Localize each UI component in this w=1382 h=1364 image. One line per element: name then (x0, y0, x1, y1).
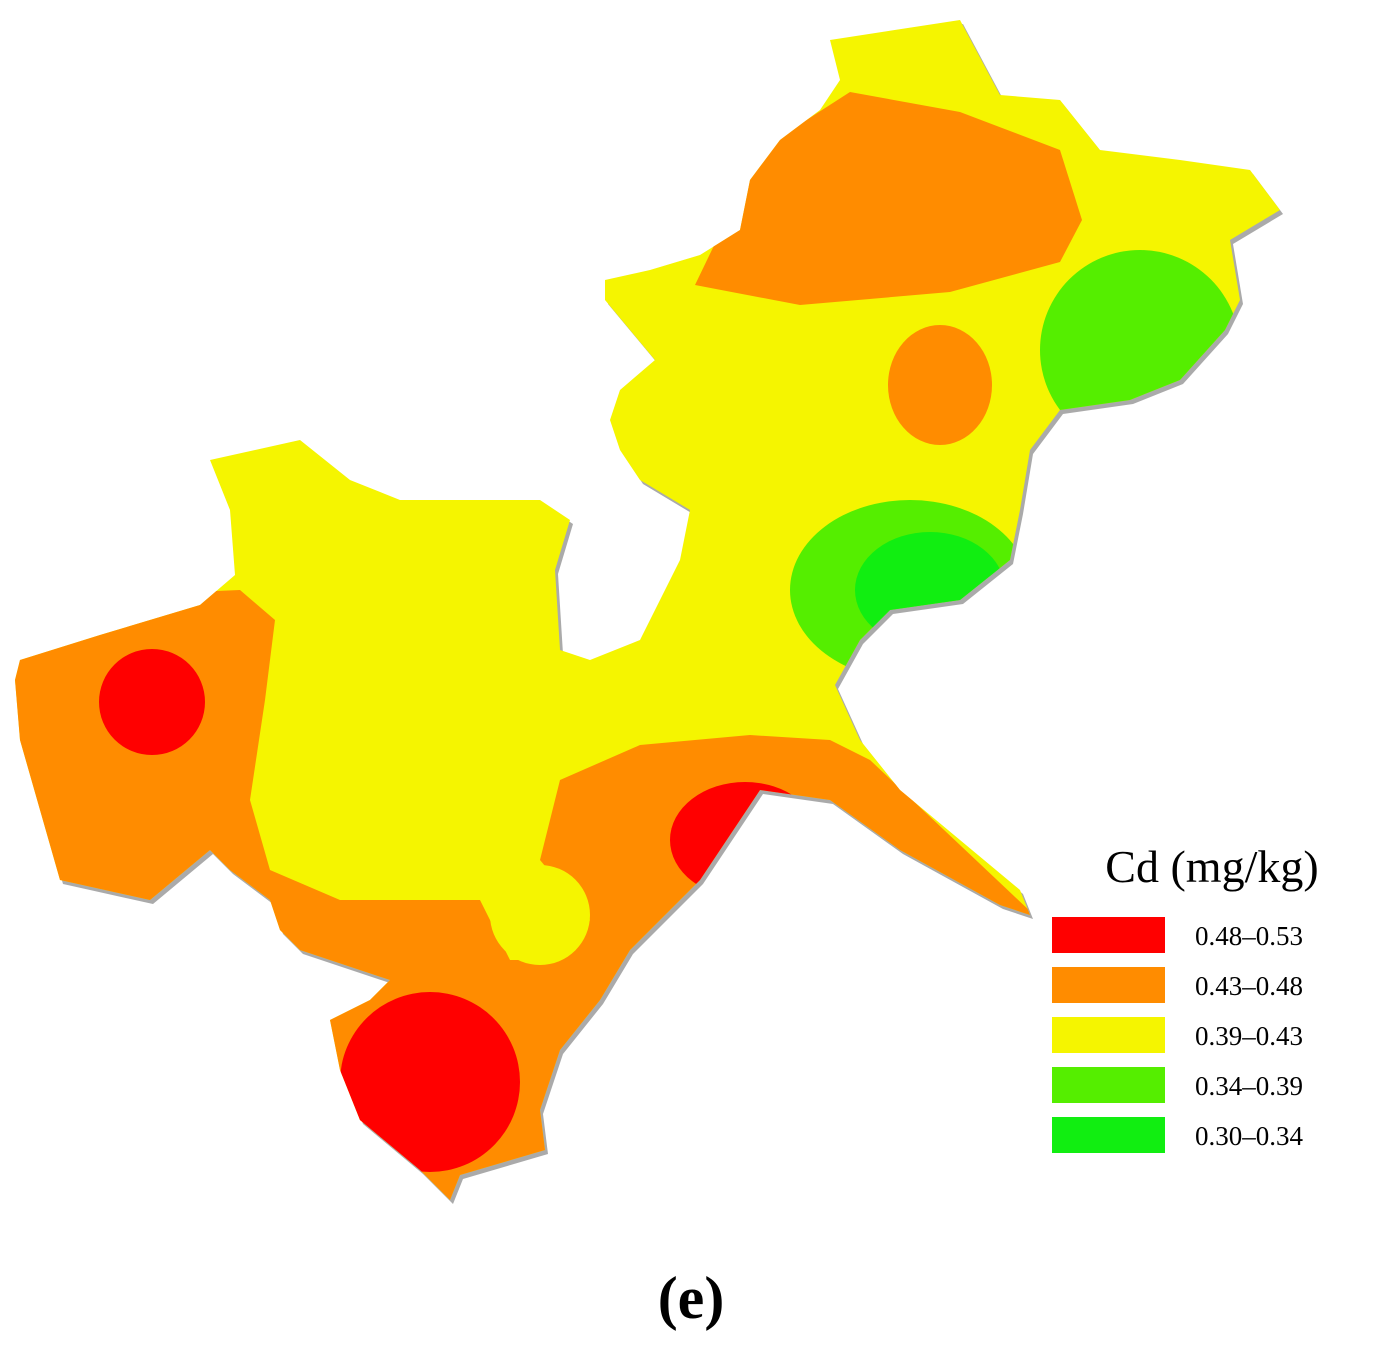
region (855, 532, 1005, 648)
legend-swatch (1052, 1017, 1165, 1053)
legend-swatch (1052, 967, 1165, 1003)
legend-label: 0.30–0.34 (1195, 1121, 1304, 1151)
region (695, 92, 1082, 305)
legend-label: 0.39–0.43 (1195, 1021, 1303, 1051)
region (670, 782, 820, 898)
legend-title: Cd (mg/kg) (1105, 841, 1318, 892)
legend-swatch (1052, 917, 1165, 953)
region (888, 325, 992, 445)
legend: 0.48–0.53 0.43–0.48 0.39–0.43 0.34–0.39 0.30… (1052, 917, 1304, 1153)
legend-label: 0.43–0.48 (1195, 971, 1303, 1001)
region (340, 992, 520, 1172)
legend-label: 0.34–0.39 (1195, 1071, 1303, 1101)
region (99, 649, 205, 755)
legend-swatch (1052, 1067, 1165, 1103)
caption: (e) (658, 1265, 725, 1331)
legend-swatch (1052, 1117, 1165, 1153)
legend-label: 0.48–0.53 (1195, 921, 1303, 951)
region (490, 865, 590, 965)
